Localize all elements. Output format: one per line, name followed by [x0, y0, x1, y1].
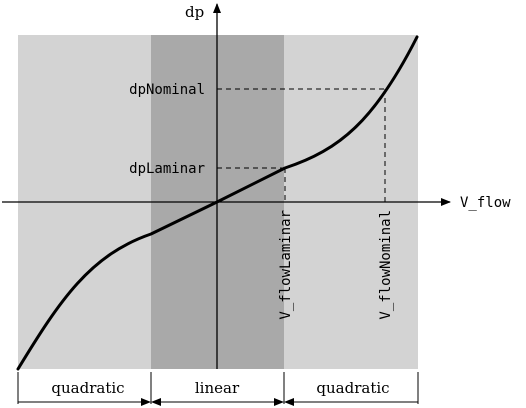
- dp-laminar-label: dpLaminar: [129, 161, 205, 177]
- x-axis-label: V_flow: [460, 195, 511, 211]
- region-label-quadratic-right: quadratic: [316, 379, 389, 397]
- v-flow-nominal-label: V_flowNominal: [378, 210, 394, 320]
- pressure-flow-curve: [16, 35, 419, 371]
- dp-nominal-label: dpNominal: [129, 82, 205, 98]
- region-label-linear: linear: [195, 379, 240, 397]
- y-axis-label: dp: [185, 3, 204, 21]
- region-label-quadratic-left: quadratic: [51, 379, 124, 397]
- v-flow-laminar-label: V_flowLaminar: [278, 210, 294, 320]
